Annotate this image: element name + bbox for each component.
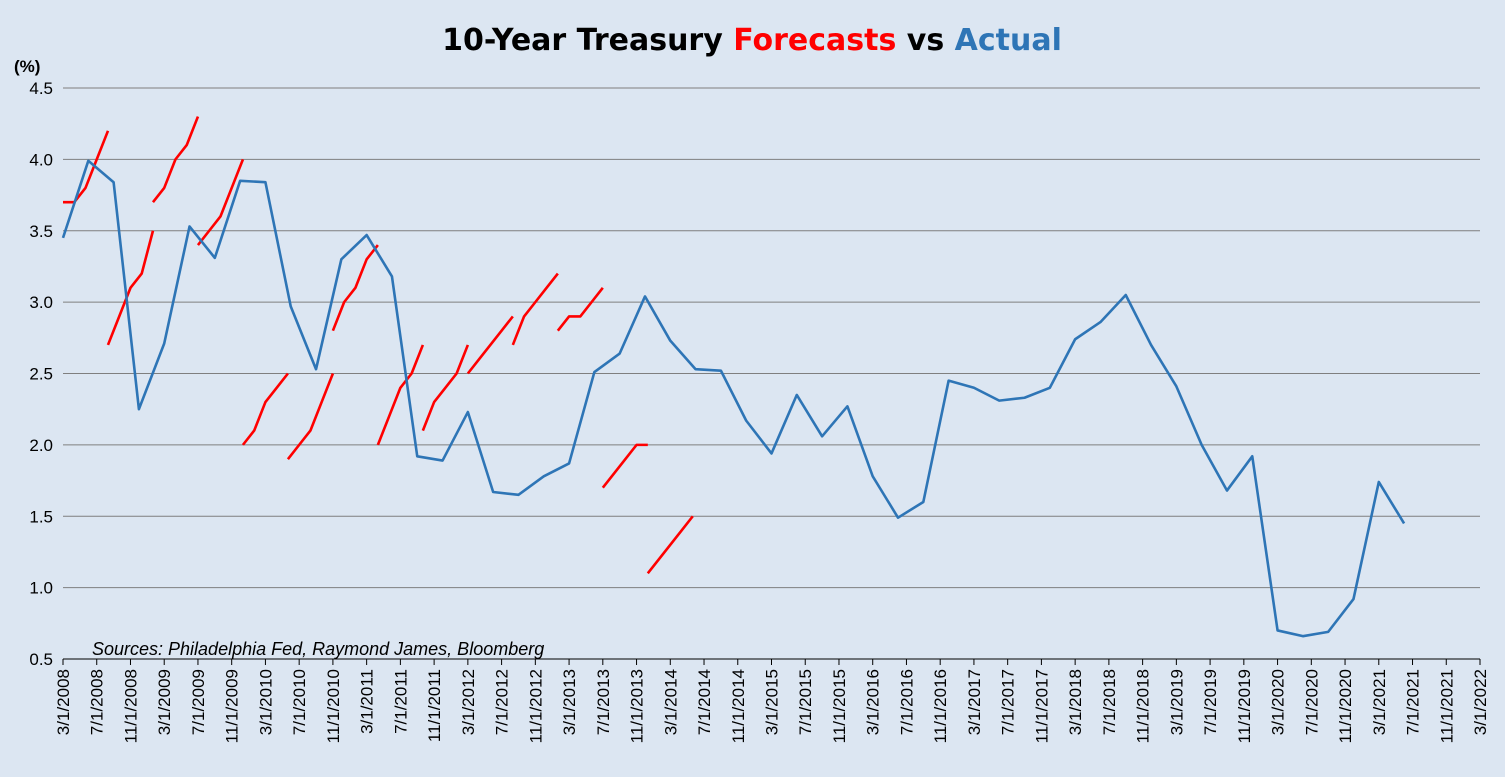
source-note: Sources: Philadelphia Fed, Raymond James… — [92, 639, 544, 659]
x-tick-label: 11/1/2019 — [1235, 669, 1254, 743]
y-axis-unit-label: (%) — [14, 57, 40, 76]
y-tick-label: 3.5 — [29, 222, 53, 241]
y-tick-label: 4.0 — [29, 150, 53, 169]
title-part-actual: Actual — [955, 23, 1062, 58]
x-tick-label: 11/1/2020 — [1336, 669, 1355, 743]
forecast-segment-12 — [601, 443, 648, 489]
forecast-segment-6 — [331, 244, 379, 332]
x-tick-label: 7/1/2010 — [290, 669, 309, 735]
forecast-segment-3 — [196, 158, 245, 246]
x-tick-label: 11/1/2011 — [425, 669, 444, 742]
x-tick-label: 7/1/2020 — [1302, 669, 1321, 735]
x-tick-label: 11/1/2016 — [931, 669, 950, 743]
x-tick-label: 3/1/2008 — [54, 669, 73, 735]
x-tick-label: 3/1/2010 — [256, 669, 275, 735]
x-tick-label: 11/1/2009 — [223, 669, 242, 743]
forecast-segment-8 — [421, 344, 470, 432]
x-tick-label: 11/1/2018 — [1134, 669, 1153, 743]
x-tick-label: 3/1/2020 — [1269, 669, 1288, 735]
x-tick-label: 3/1/2012 — [459, 669, 478, 735]
x-tick-label: 11/1/2012 — [526, 669, 545, 743]
y-axis: 0.5 1.0 1.5 2.0 2.5 3.0 3.5 4.0 4.5 — [29, 79, 53, 669]
x-tick-label: 3/1/2015 — [763, 669, 782, 735]
y-tick-label: 1.0 — [29, 579, 53, 598]
forecast-segment-5 — [286, 373, 335, 460]
x-tick-label: 7/1/2011 — [391, 669, 410, 734]
forecast-series — [63, 116, 694, 575]
x-tick-label: 7/1/2021 — [1404, 669, 1423, 735]
forecast-segment-11 — [556, 287, 604, 332]
x-tick-label: 3/1/2017 — [965, 669, 984, 735]
x-tick-label: 3/1/2019 — [1167, 669, 1186, 735]
forecast-segment-10 — [511, 272, 559, 346]
x-tick-label: 11/1/2010 — [324, 669, 343, 743]
title-part-vs: vs — [896, 23, 954, 58]
chart-title: 10-Year Treasury Forecasts vs Actual — [442, 23, 1062, 58]
x-tick-label: 11/1/2013 — [628, 669, 647, 743]
title-part-1: 10-Year Treasury — [442, 23, 733, 58]
forecast-segment-13 — [646, 515, 694, 575]
x-tick-label: 3/1/2014 — [661, 669, 680, 735]
x-tick-label: 3/1/2013 — [560, 669, 579, 735]
title-part-forecasts: Forecasts — [733, 23, 896, 58]
x-tick-label: 11/1/2015 — [830, 669, 849, 743]
x-tick-label: 3/1/2021 — [1370, 669, 1389, 735]
x-tick-label: 7/1/2017 — [999, 669, 1018, 735]
x-tick-label: 11/1/2014 — [729, 669, 748, 743]
actual-line — [61, 159, 1406, 638]
x-tick-label: 11/1/2008 — [121, 669, 140, 743]
y-tick-label: 4.5 — [29, 79, 53, 98]
x-tick-label: 7/1/2019 — [1201, 669, 1220, 735]
x-axis: 3/1/2008 7/1/2008 11/1/2008 3/1/2009 7/1/200… — [54, 658, 1490, 743]
x-tick-label: 3/1/2016 — [864, 669, 883, 735]
y-tick-label: 2.0 — [29, 436, 53, 455]
y-tick-label: 0.5 — [29, 650, 53, 669]
x-tick-label: 11/1/2021 — [1437, 669, 1456, 743]
x-tick-label: 7/1/2008 — [88, 669, 107, 735]
forecast-segment-2 — [151, 116, 200, 204]
x-tick-label: 3/1/2022 — [1471, 669, 1490, 735]
x-tick-label: 7/1/2012 — [493, 669, 512, 735]
x-tick-label: 3/1/2009 — [155, 669, 174, 735]
x-tick-label: 7/1/2009 — [189, 669, 208, 735]
actual-series — [61, 159, 1406, 638]
y-tick-label: 1.5 — [29, 507, 53, 526]
x-tick-label: 7/1/2014 — [695, 669, 714, 735]
forecast-segment-1 — [106, 230, 155, 346]
y-tick-label: 2.5 — [29, 365, 53, 384]
forecast-segment-0 — [63, 130, 110, 204]
x-tick-label: 7/1/2015 — [796, 669, 815, 735]
x-tick-label: 3/1/2018 — [1066, 669, 1085, 735]
forecast-segment-4 — [241, 372, 289, 446]
forecast-segment-7 — [376, 344, 425, 446]
x-tick-label: 7/1/2013 — [594, 669, 613, 735]
x-tick-label: 7/1/2018 — [1100, 669, 1119, 735]
forecast-segment-9 — [466, 315, 514, 375]
x-tick-label: 3/1/2011 — [358, 669, 377, 734]
x-tick-label: 7/1/2016 — [897, 669, 916, 735]
y-tick-label: 3.0 — [29, 293, 53, 312]
x-tick-label: 11/1/2017 — [1032, 669, 1051, 743]
